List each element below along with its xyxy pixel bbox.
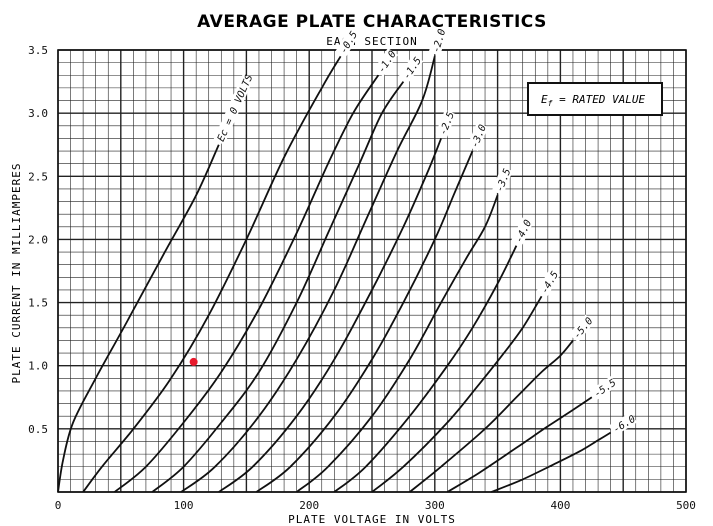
curve-line (82, 55, 342, 493)
y-axis-label: PLATE CURRENT IN MILLIAMPERES (10, 162, 23, 383)
curve-label-bg (568, 314, 595, 343)
tick-labels: 0 100 200 300 400 500 0.5 1.0 1.5 2.0 2.5 3.0 3.5 (28, 44, 696, 512)
curve-line (333, 245, 518, 493)
curve-label-bg (428, 27, 448, 56)
curve-label: -2.5 (438, 110, 457, 136)
curves (57, 55, 612, 493)
y-tick-label: 0.5 (28, 423, 48, 436)
curve-label-bg (491, 166, 513, 196)
curve-label: -5.0 (572, 316, 596, 342)
x-tick-label: 500 (676, 499, 696, 512)
filament-note-subscript: f (548, 99, 553, 108)
highlight-point (189, 357, 198, 366)
grid (57, 49, 687, 493)
curve-line (255, 150, 474, 493)
curve-label: Ec = 0 VOLTS (216, 73, 256, 143)
y-tick-label: 1.5 (28, 297, 48, 310)
filament-note: Ef = RATED VALUE (527, 82, 663, 116)
filament-note-box (527, 82, 663, 116)
y-tick-label: 3.5 (28, 44, 48, 57)
curve-label-group: -4.5 (536, 268, 561, 298)
x-tick-label: 0 (55, 499, 62, 512)
curve-label-group: -4.0 (511, 217, 535, 247)
chart-title: AVERAGE PLATE CHARACTERISTICS (197, 12, 547, 32)
curve-line (57, 144, 220, 493)
curve-line (296, 194, 499, 493)
curve-label-bg (213, 74, 254, 145)
curve-line (371, 295, 543, 493)
curve-label-group: -2.5 (435, 109, 457, 139)
x-tick-label: 400 (550, 499, 570, 512)
y-tick-label: 3.0 (28, 107, 48, 120)
filament-note-text: Ef = RATED VALUE (541, 93, 646, 108)
curve-label-bg (511, 217, 534, 247)
curve-label-group: -3.0 (466, 122, 489, 152)
filament-note-label: = RATED VALUE (552, 93, 645, 106)
curve-label-bg (398, 54, 424, 83)
curve-label-group: Ec = 0 VOLTS (213, 73, 256, 145)
curve-label-bg (466, 122, 489, 152)
x-tick-label: 300 (425, 499, 445, 512)
curve-line (218, 138, 442, 493)
curve-label-bg (608, 412, 638, 436)
curve-label: -4.0 (514, 218, 535, 244)
curve-line (409, 339, 574, 493)
curve-label-group: -1.5 (398, 54, 424, 83)
y-tick-label: 1.0 (28, 360, 48, 373)
curve-line (490, 431, 612, 493)
curve-label-bg (589, 375, 618, 401)
x-tick-label: 100 (174, 499, 194, 512)
x-tick-label: 200 (299, 499, 319, 512)
curve-label-bg (335, 28, 360, 58)
curve-line (180, 56, 436, 493)
x-axis-label: PLATE VOLTAGE IN VOLTS (288, 513, 456, 526)
curve-line (151, 81, 405, 493)
filament-note-symbol: E (541, 93, 548, 106)
curve-line (113, 74, 380, 493)
y-tick-label: 2.0 (28, 233, 48, 246)
curve-line (446, 396, 593, 493)
curve-label-bg (536, 268, 561, 298)
curve-label-group: -5.5 (589, 375, 618, 401)
y-tick-label: 2.5 (28, 170, 48, 183)
curve-label-bg (373, 48, 398, 77)
curve-label-bg (435, 109, 457, 139)
